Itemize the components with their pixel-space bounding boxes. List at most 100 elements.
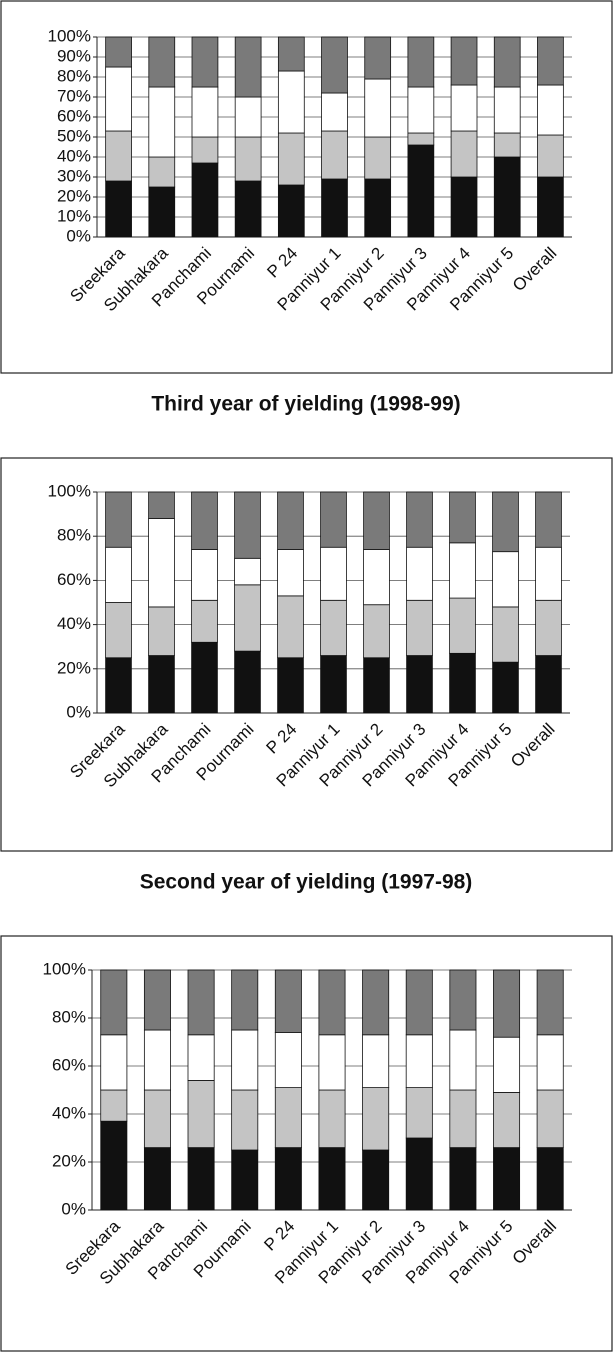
bar-segment (320, 491, 347, 548)
bar-segment (187, 1147, 215, 1211)
bar-segment (187, 969, 215, 1036)
y-tick-label: 100% (43, 959, 86, 978)
bar-segment (405, 1137, 433, 1211)
bar-segment (274, 1032, 302, 1089)
x-tick-label: P 24 (263, 720, 301, 758)
bar-segment (321, 178, 348, 238)
bar-segment (231, 1149, 259, 1211)
bar-segment (493, 132, 521, 158)
bar-segment (105, 130, 132, 182)
bar-segment (191, 641, 218, 714)
bar-segment (493, 1092, 521, 1149)
x-tick-label: P 24 (260, 1217, 298, 1255)
bar-segment (191, 86, 219, 138)
y-tick-label: 60% (57, 570, 91, 589)
bar-segment (493, 1036, 521, 1093)
bar-segment (231, 1089, 259, 1151)
x-tick-label: Overall (509, 244, 561, 296)
bar-segment (143, 1029, 171, 1091)
x-tick-label: P 24 (263, 244, 301, 282)
bar-segment (100, 1089, 128, 1122)
bar-segment (100, 969, 128, 1036)
bar-segment (537, 36, 564, 86)
bar-segment (277, 549, 304, 597)
bar-segment (318, 1089, 346, 1148)
bar-segment (407, 132, 435, 146)
y-tick-label: 60% (57, 106, 91, 125)
bar-segment (143, 1147, 171, 1211)
bar-segment (449, 969, 477, 1031)
y-tick-label: 30% (57, 166, 91, 185)
y-tick-label: 100% (48, 26, 91, 45)
bar-segment (364, 136, 392, 180)
bar-segment (363, 657, 390, 714)
bar-segment (493, 86, 521, 134)
bar-segment (234, 650, 261, 714)
bar-segment (148, 36, 176, 88)
bar-segment (148, 518, 175, 608)
bar-segment (148, 655, 175, 714)
y-tick-label: 60% (52, 1055, 86, 1074)
bar-segment (318, 1034, 346, 1091)
bar-segment (535, 655, 562, 714)
bar-segment (321, 130, 348, 180)
chart-frame (0, 935, 613, 1352)
chart-title: Third year of yielding (1998-99) (151, 393, 460, 416)
bar-segment (100, 1120, 128, 1211)
bar-segment (363, 491, 390, 550)
bar-segment (274, 1087, 302, 1148)
bar-segment (148, 186, 176, 238)
x-tick-label: Overall (509, 1217, 561, 1269)
bar-segment (405, 1087, 433, 1139)
y-tick-label: 20% (52, 1151, 86, 1170)
bar-segment (234, 136, 262, 182)
bar-segment (234, 180, 262, 238)
bar-segment (362, 969, 390, 1036)
bar-segment (277, 184, 305, 238)
bar-segment (492, 551, 519, 608)
bar-segment (277, 70, 305, 134)
y-tick-label: 0% (66, 702, 91, 721)
y-tick-label: 80% (57, 66, 91, 85)
bar-segment (187, 1080, 215, 1149)
y-tick-label: 20% (57, 186, 91, 205)
bar-segment (493, 969, 521, 1038)
bar-segment (406, 599, 433, 656)
bar-segment (536, 1089, 564, 1148)
bar-segment (362, 1149, 390, 1211)
bar-segment (100, 1034, 128, 1091)
bar-segment (450, 84, 478, 132)
bar-segment (407, 144, 435, 238)
bar-segment (535, 599, 562, 656)
y-tick-label: 100% (48, 481, 91, 500)
bar-segment (450, 130, 478, 178)
bar-segment (493, 36, 521, 88)
bar-segment (277, 491, 304, 550)
bar-segment (187, 1034, 215, 1081)
bar-segment (536, 1034, 564, 1091)
bar-segment (364, 36, 392, 80)
bar-segment (537, 84, 564, 136)
bar-segment (493, 156, 521, 238)
bar-segment (277, 132, 305, 186)
y-tick-label: 80% (52, 1007, 86, 1026)
bar-segment (535, 546, 562, 601)
bar-segment (406, 491, 433, 548)
bar-segment (492, 491, 519, 553)
bar-segment (234, 36, 262, 98)
bar-segment (191, 549, 218, 601)
bar-segment (364, 178, 392, 238)
bar-segment (234, 96, 262, 138)
bar-segment (277, 657, 304, 714)
bar-segment (405, 1034, 433, 1089)
bar-segment (231, 1029, 259, 1091)
bar-segment (406, 546, 433, 601)
bar-segment (450, 176, 478, 238)
y-tick-label: 40% (52, 1103, 86, 1122)
bar-segment (143, 1089, 171, 1148)
bar-segment (362, 1034, 390, 1089)
bar-segment (105, 36, 132, 68)
bar-segment (234, 491, 261, 559)
bar-segment (105, 657, 132, 714)
